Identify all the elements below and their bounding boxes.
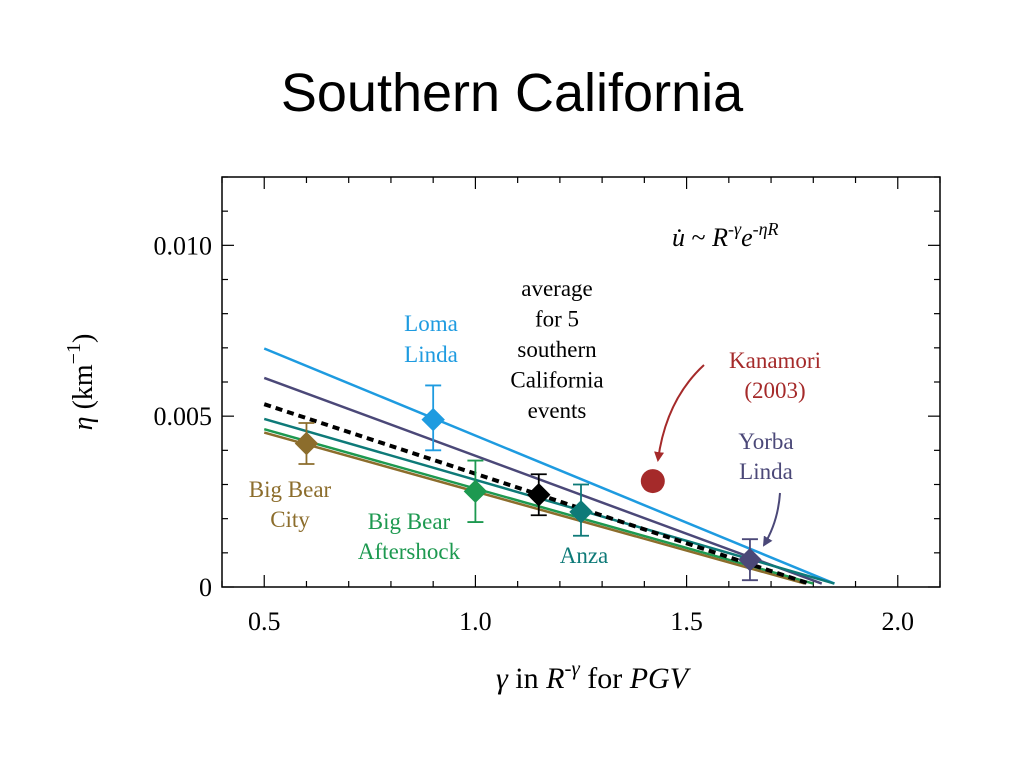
x-axis-label-part: -γ — [564, 656, 580, 680]
y-tick-label: 0.005 — [154, 402, 213, 431]
x-axis-label-part: in — [508, 662, 546, 695]
series-line-yorba — [263, 376, 823, 585]
x-tick-label: 2.0 — [882, 607, 915, 636]
kanamori-label: Kanamori (2003) — [729, 348, 821, 403]
yorba-arrow — [762, 492, 781, 547]
equation-annotation: u̇ ~ R-γe-ηR — [672, 219, 779, 252]
series-label-line: average — [521, 276, 593, 301]
series-label-loma: Loma Linda — [404, 311, 458, 367]
series-label-avg: average for 5 southern California events — [510, 276, 603, 423]
equation-annotation-part: R — [711, 223, 728, 252]
kanamori-arrow — [654, 364, 705, 462]
y-tick-label: 0 — [199, 573, 212, 602]
data-point-loma — [421, 407, 445, 432]
x-axis-label-part: PGV — [629, 662, 692, 695]
equation-annotation-part: e — [741, 223, 753, 252]
series-label-yorba: Yorba Linda — [738, 429, 793, 484]
x-axis-label-part: for — [580, 662, 630, 695]
series-label-line: Linda — [404, 342, 458, 367]
series-label-line: events — [528, 398, 587, 423]
slide-title: Southern California — [280, 63, 744, 123]
x-tick-label: 1.5 — [670, 607, 703, 636]
data-point-bbc — [294, 431, 319, 456]
series-label-bba: Big Bear Aftershock — [358, 509, 461, 564]
data-point-bba — [463, 479, 488, 504]
y-axis-label-part: (km — [68, 364, 99, 416]
x-tick-label: 1.0 — [459, 607, 492, 636]
data-point-anza — [569, 500, 593, 524]
data-point-kanamori — [640, 469, 665, 494]
series-label-line: City — [270, 507, 310, 532]
series-label-line: Aftershock — [358, 539, 461, 564]
series-line-anza — [263, 417, 835, 585]
kanamori-label-line: Kanamori — [729, 348, 821, 373]
y-axis-label-part: ) — [68, 334, 99, 343]
x-axis-label-part: γ — [496, 662, 509, 695]
kanamori-label-line: (2003) — [744, 378, 805, 403]
series-label-line: Yorba — [738, 429, 793, 454]
equation-annotation-part: ~ — [685, 223, 712, 252]
series-label-line: Linda — [739, 459, 793, 484]
series-label-line: Big Bear — [249, 477, 332, 502]
equation-annotation-part: -γ — [728, 219, 742, 239]
series-line-bbc — [263, 431, 806, 585]
x-axis-label-part: R — [545, 662, 564, 695]
series-label-anza: Anza — [560, 543, 609, 568]
data-point-avg — [527, 483, 551, 507]
series-label-line: Big Bear — [368, 509, 451, 534]
x-tick-label: 0.5 — [248, 607, 281, 636]
series-label-line: southern — [517, 337, 597, 362]
x-axis-label: γ in R-γ for PGV — [496, 656, 692, 695]
data-point-yorba — [738, 547, 762, 572]
y-axis-label: η (km−1) — [63, 334, 99, 431]
series-label-line: for 5 — [535, 307, 579, 332]
y-axis-label-part: η — [68, 416, 99, 430]
equation-annotation-part: u̇ — [672, 223, 685, 252]
series-label-line: Loma — [404, 311, 458, 336]
series-label-line: California — [510, 368, 603, 393]
y-tick-label: 0.010 — [154, 231, 213, 260]
series-line-loma — [263, 347, 835, 585]
series-label-bbc: Big Bear City — [249, 477, 332, 532]
y-axis-label-part: −1 — [63, 343, 85, 364]
series-label-line: Anza — [560, 543, 609, 568]
equation-annotation-part: -ηR — [753, 219, 779, 239]
